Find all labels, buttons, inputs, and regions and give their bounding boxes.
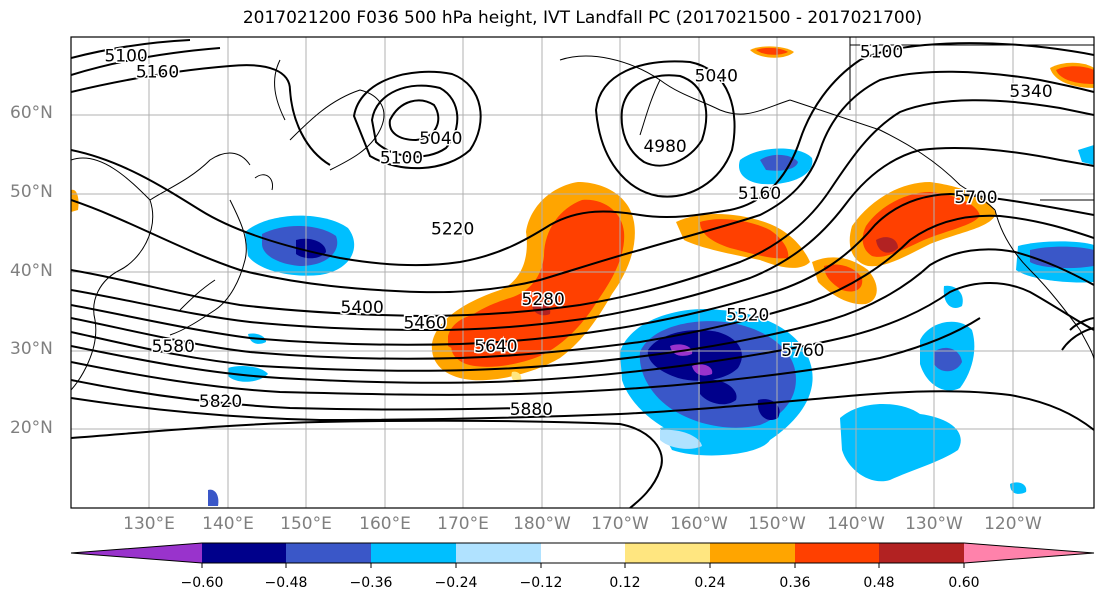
colorbar-extend-high [964, 543, 1094, 563]
colorbar-tick: 0.24 [694, 575, 725, 591]
lon-label-180w: 180°W [513, 514, 571, 534]
contour-label: 5640 [474, 337, 517, 357]
colorbar-bin [456, 543, 541, 563]
lon-label-170e: 170°E [437, 514, 489, 534]
contour-label: 5400 [341, 298, 384, 318]
graticule [71, 37, 1094, 508]
contour-label: 5520 [726, 306, 769, 326]
contour-label: 5760 [781, 341, 824, 361]
lon-label-160e: 160°E [359, 514, 411, 534]
colorbar-tick: 0.36 [779, 575, 810, 591]
map-title: 2017021200 F036 500 hPa height, IVT Land… [242, 8, 923, 28]
lon-label-150w: 150°W [748, 514, 806, 534]
contour-label: 5100 [860, 43, 903, 63]
lon-label-140e: 140°E [202, 514, 254, 534]
colorbar-bin [371, 543, 456, 563]
lat-label-60n: 60°N [10, 103, 53, 123]
colorbar-bin [286, 543, 371, 563]
lon-label-150e: 150°E [280, 514, 332, 534]
colorbar-bin [710, 543, 795, 563]
map-frame [70, 36, 1095, 509]
lon-label-160w: 160°W [670, 514, 728, 534]
contour-label: 5040 [419, 129, 462, 149]
colorbar-tick: 0.48 [863, 575, 894, 591]
lat-label-40n: 40°N [10, 261, 53, 281]
height-contours [71, 39, 1094, 508]
contour-label: 4980 [643, 137, 686, 157]
colorbar-bin [795, 543, 879, 563]
contour-label: 5880 [510, 400, 553, 420]
contour-label: 5220 [431, 219, 474, 239]
contour-label: 5700 [954, 188, 997, 208]
colorbar-tick: −0.24 [435, 575, 478, 591]
colorbar-bin [625, 543, 710, 563]
contour-label: 5160 [738, 184, 781, 204]
colorbar-bin [541, 543, 625, 563]
contour-label: 5100 [380, 149, 423, 169]
lon-label-130w: 130°W [905, 514, 963, 534]
contour-label: 5580 [152, 337, 195, 357]
contour-label: 5340 [1009, 82, 1052, 102]
colorbar-tick: −0.60 [181, 575, 224, 591]
contour-label: 5820 [199, 392, 242, 412]
contour-label: 5160 [136, 62, 179, 82]
colorbar-bin [879, 543, 964, 563]
map-panel: 5100 5160 5100 5040 5040 4980 5100 5340 … [70, 36, 1095, 509]
contour-label: 5040 [695, 66, 738, 86]
height-contour-labels: 5100 5160 5100 5040 5040 4980 5100 5340 … [103, 41, 1054, 421]
lon-label-120w: 120°W [984, 514, 1042, 534]
colorbar-tick: −0.48 [265, 575, 308, 591]
lon-label-130e: 130°E [123, 514, 175, 534]
colorbar-bin [202, 543, 286, 563]
contour-label: 5280 [522, 290, 565, 310]
lon-label-170w: 170°W [591, 514, 649, 534]
colorbar-extend-low [71, 543, 202, 563]
colorbar-tick: 0.60 [948, 575, 979, 591]
lat-label-30n: 30°N [10, 339, 53, 359]
colorbar-tick: 0.12 [609, 575, 640, 591]
colorbar: −0.60 −0.48 −0.36 −0.24 −0.12 0.12 0.24 … [70, 542, 1095, 591]
colorbar-tick: −0.12 [520, 575, 563, 591]
lon-label-140w: 140°W [827, 514, 885, 534]
lat-label-50n: 50°N [10, 182, 53, 202]
contour-label: 5460 [403, 314, 446, 334]
lat-label-20n: 20°N [10, 418, 53, 438]
colorbar-tick: −0.36 [350, 575, 393, 591]
contour-label: 5100 [104, 47, 147, 67]
